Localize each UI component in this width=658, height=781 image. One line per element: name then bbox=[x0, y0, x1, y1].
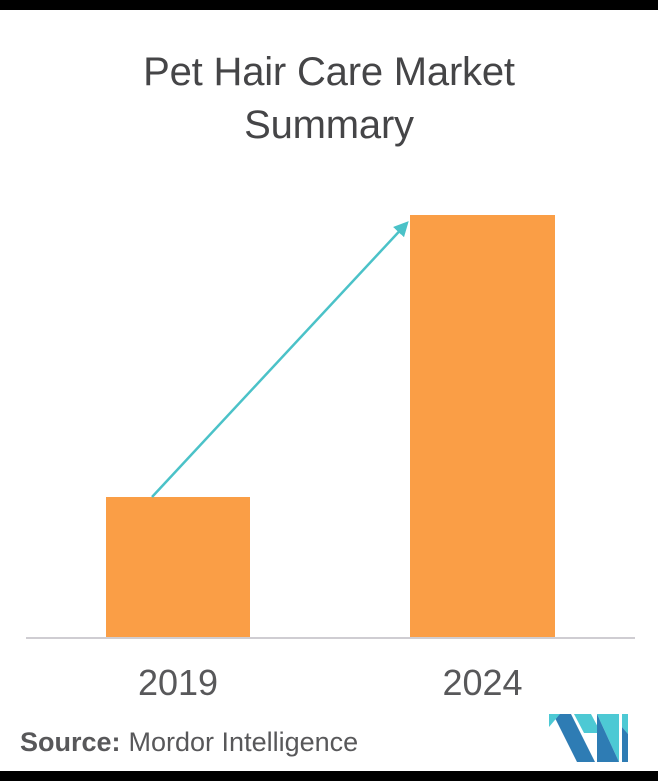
chart-title-line1: Pet Hair Care Market bbox=[143, 50, 515, 94]
source-note: Source: Mordor Intelligence bbox=[20, 727, 358, 758]
bar-2019 bbox=[106, 497, 250, 638]
x-axis-label-2024: 2024 bbox=[442, 662, 523, 703]
top-border bbox=[0, 0, 658, 10]
mordor-intelligence-logo bbox=[549, 714, 628, 762]
source-label: Source: bbox=[20, 727, 121, 757]
x-axis-line bbox=[26, 637, 635, 639]
plot-area bbox=[106, 215, 555, 638]
x-axis-label-2019: 2019 bbox=[137, 662, 219, 703]
source-text: Mordor Intelligence bbox=[128, 727, 359, 757]
bottom-border bbox=[0, 771, 658, 781]
chart-title: Pet Hair Care Market Summary bbox=[0, 46, 658, 152]
chart-title-line2: Summary bbox=[244, 103, 414, 147]
bar-2024 bbox=[410, 215, 555, 638]
